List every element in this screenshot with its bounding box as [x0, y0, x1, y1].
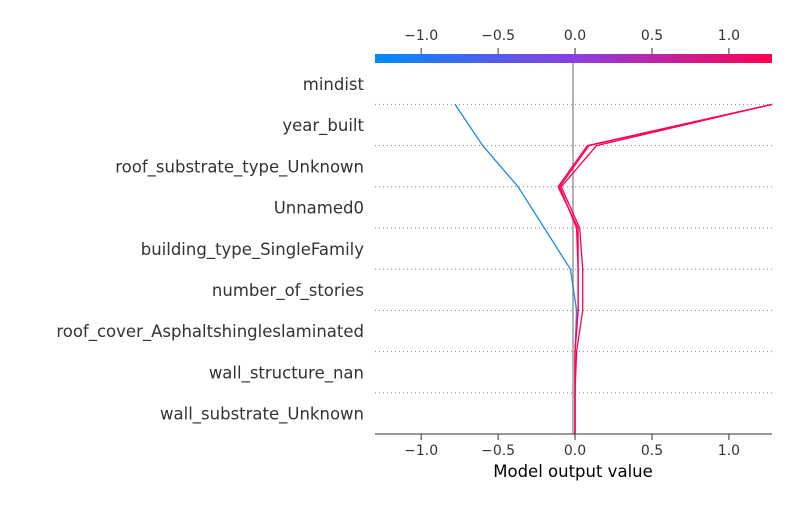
top-tick-label: −1.0	[404, 28, 438, 44]
top-tick-label: 0.0	[564, 28, 586, 44]
feature-labels: mindist year_built roof_substrate_type_Unk…	[56, 75, 364, 425]
top-tick-label: 1.0	[718, 28, 740, 44]
series-line	[560, 103, 773, 434]
feature-label: year_built	[282, 116, 364, 136]
top-axis-ticks: −1.0 −0.5 0.0 0.5 1.0	[404, 28, 740, 54]
bottom-tick-label: 0.5	[641, 443, 663, 459]
feature-label: number_of_stories	[212, 281, 364, 301]
feature-label: wall_structure_nan	[209, 363, 364, 383]
x-axis-label: Model output value	[493, 462, 653, 481]
bottom-tick-label: 1.0	[718, 443, 740, 459]
top-tick-label: 0.5	[641, 28, 663, 44]
top-tick-label: −0.5	[481, 28, 515, 44]
bottom-tick-label: −1.0	[404, 443, 438, 459]
bottom-tick-label: −0.5	[481, 443, 515, 459]
series-line	[557, 103, 773, 434]
feature-label: mindist	[303, 75, 365, 94]
series-lines	[454, 103, 773, 434]
colorbar	[375, 54, 772, 63]
bottom-tick-label: 0.0	[564, 443, 586, 459]
feature-label: roof_substrate_type_Unknown	[115, 157, 364, 177]
feature-label: wall_substrate_Unknown	[160, 405, 364, 425]
feature-label: roof_cover_Asphaltshingleslaminated	[56, 322, 364, 342]
feature-label: building_type_SingleFamily	[141, 240, 365, 260]
feature-label: Unnamed0	[274, 199, 364, 218]
bottom-axis-ticks: −1.0 −0.5 0.0 0.5 1.0	[404, 434, 740, 459]
